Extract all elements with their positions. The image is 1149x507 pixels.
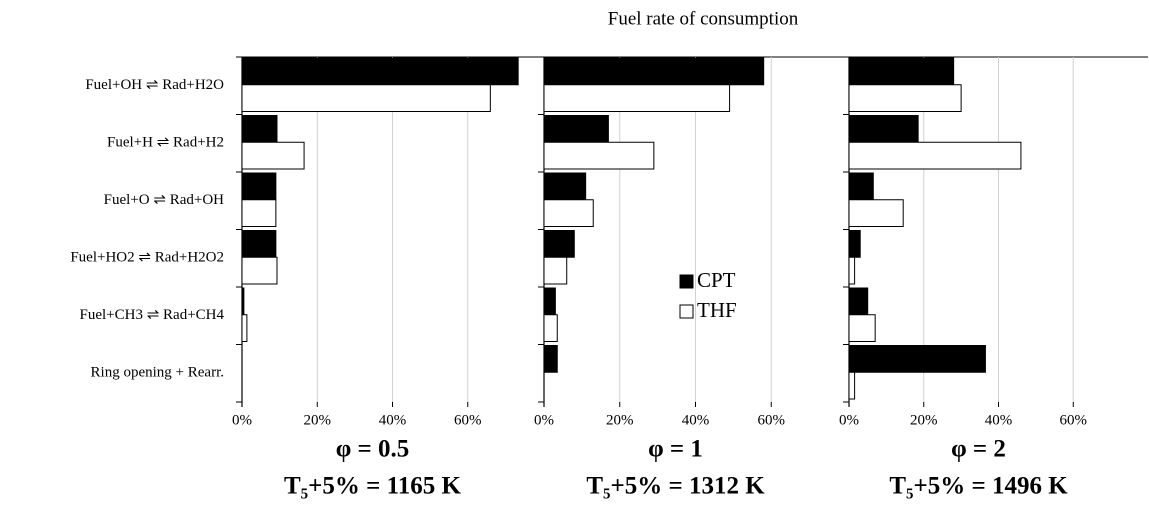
bar (241, 256, 278, 285)
x-tick-label: 20% (910, 412, 938, 428)
legend-label: THF (697, 298, 737, 322)
bar (241, 115, 278, 143)
phi-label: φ = 0.5 (336, 436, 410, 463)
legend-swatch (679, 304, 694, 319)
bar (241, 199, 277, 227)
bar (543, 141, 655, 170)
bar (543, 115, 609, 143)
bar (241, 141, 305, 170)
bar (543, 256, 568, 285)
phi-label: φ = 2 (951, 436, 1006, 463)
bar (848, 230, 861, 258)
x-tick-label: 60% (1060, 412, 1088, 428)
bar (543, 172, 587, 201)
bar (848, 84, 962, 112)
bar (543, 230, 575, 258)
bar (543, 314, 558, 342)
temperature-label: T₅+5% = 1165 K (284, 473, 462, 500)
bar (848, 199, 904, 227)
bar (848, 57, 955, 86)
bar (543, 345, 558, 373)
bar (241, 314, 248, 342)
temperature-label: T₅+5% = 1496 K (889, 473, 1068, 500)
x-tick-label: 60% (758, 412, 786, 428)
chart-title: Fuel rate of consumption (608, 8, 799, 29)
phi-label: φ = 1 (648, 436, 703, 463)
bar (543, 84, 731, 112)
x-tick-label: 0% (839, 412, 859, 428)
bar (241, 287, 245, 316)
x-tick-label: 20% (606, 412, 634, 428)
bar (848, 115, 919, 143)
x-tick-label: 60% (454, 412, 482, 428)
bar (848, 287, 869, 316)
x-tick-label: 0% (232, 412, 252, 428)
bar (848, 371, 856, 400)
x-tick-label: 40% (682, 412, 710, 428)
temperature-label: T₅+5% = 1312 K (586, 473, 765, 500)
y-tick-label: Fuel+OH ⇌ Rad+H2O (85, 77, 224, 93)
x-tick-label: 40% (379, 412, 407, 428)
bar (848, 172, 874, 201)
bar (543, 287, 556, 316)
bar (241, 84, 491, 112)
y-tick-label: Fuel+H ⇌ Rad+H2 (107, 135, 224, 151)
bar (848, 256, 856, 285)
bar (241, 230, 277, 258)
bar (241, 172, 277, 201)
legend-label: CPT (697, 268, 736, 292)
y-tick-label: Fuel+O ⇌ Rad+OH (104, 192, 224, 208)
bar (848, 141, 1022, 170)
bar (848, 314, 876, 342)
y-tick-label: Ring opening + Rearr. (91, 365, 224, 381)
x-tick-label: 0% (534, 412, 554, 428)
bar (848, 345, 986, 373)
bar (543, 57, 765, 86)
x-tick-label: 40% (985, 412, 1013, 428)
bar (241, 57, 519, 86)
y-tick-label: Fuel+HO2 ⇌ Rad+H2O2 (70, 250, 224, 266)
y-tick-label: Fuel+CH3 ⇌ Rad+CH4 (80, 307, 225, 323)
bar (543, 199, 594, 227)
legend-swatch (679, 274, 694, 289)
x-tick-label: 20% (304, 412, 332, 428)
